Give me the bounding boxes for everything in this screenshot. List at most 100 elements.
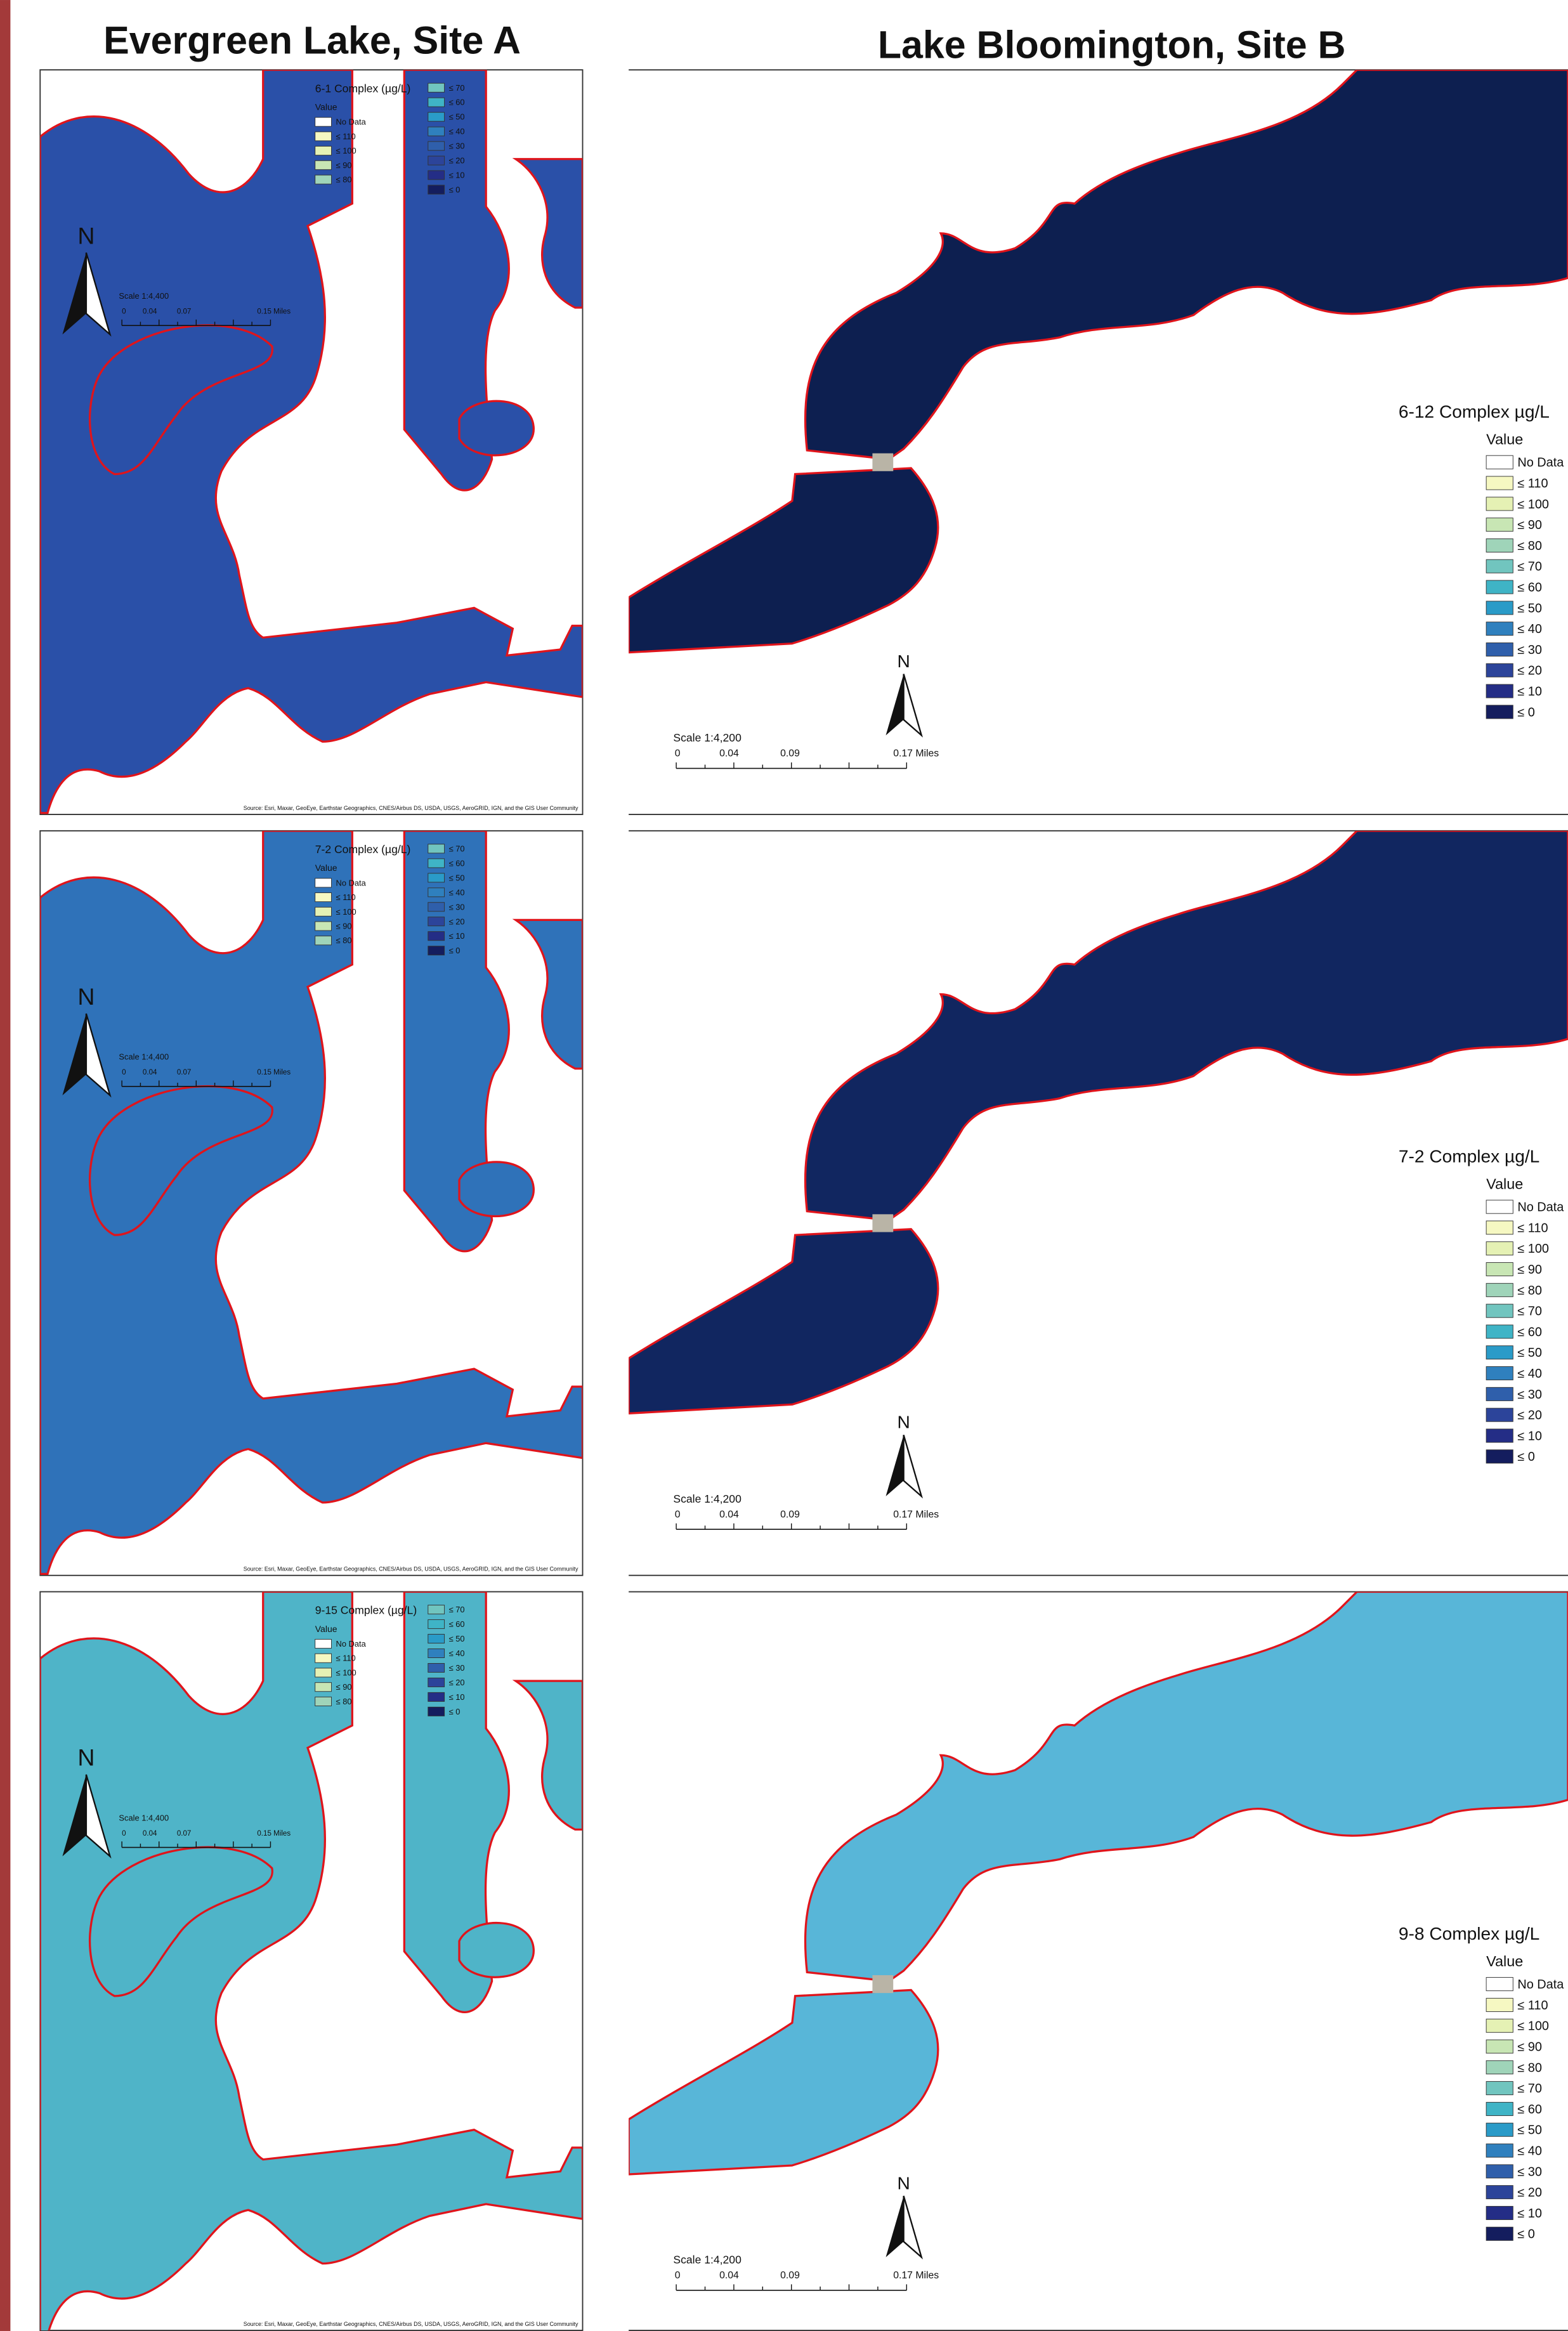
legend-swatch bbox=[315, 117, 332, 126]
legend-swatch bbox=[1486, 1387, 1513, 1401]
legend-label: ≤ 50 bbox=[1517, 2124, 1542, 2138]
lake-area bbox=[459, 1923, 533, 1978]
legend-swatch bbox=[1486, 1283, 1513, 1296]
legend-label: ≤ 90 bbox=[336, 160, 352, 170]
legend-label: ≤ 50 bbox=[1517, 601, 1542, 615]
legend-label: ≤ 50 bbox=[449, 1634, 465, 1643]
legend-swatch bbox=[315, 1668, 332, 1677]
column-title: Evergreen Lake, Site A bbox=[103, 18, 521, 62]
legend-label: ≤ 10 bbox=[1517, 2207, 1542, 2221]
legend-swatch bbox=[1486, 476, 1513, 490]
legend-label: ≤ 100 bbox=[336, 1668, 356, 1677]
north-label: N bbox=[897, 2173, 910, 2193]
legend-swatch bbox=[1486, 2040, 1513, 2053]
legend-label: ≤ 0 bbox=[1517, 1450, 1535, 1464]
legend-label: ≤ 50 bbox=[449, 112, 465, 122]
legend-swatch bbox=[1486, 518, 1513, 532]
legend-swatch bbox=[1486, 1242, 1513, 1255]
legend-swatch bbox=[428, 917, 445, 926]
legend-label: ≤ 40 bbox=[1517, 622, 1542, 636]
legend-swatch bbox=[315, 1683, 332, 1692]
legend-label: ≤ 110 bbox=[336, 892, 356, 902]
legend-swatch bbox=[1486, 1429, 1513, 1442]
legend-label: ≤ 110 bbox=[1517, 477, 1548, 491]
page: { "titles": ["Evergreen Lake, Site A", "… bbox=[0, 0, 1568, 2331]
scale-label: 0 bbox=[675, 1509, 681, 1520]
legend-swatch bbox=[428, 859, 445, 868]
source-credit: Source: Esri, Maxar, GeoEye, Earthstar G… bbox=[244, 1566, 578, 1572]
legend-label: No Data bbox=[1517, 1201, 1564, 1215]
legend-label: ≤ 70 bbox=[1517, 1305, 1542, 1319]
legend-label: ≤ 100 bbox=[1517, 497, 1549, 511]
scale-label: 0 bbox=[675, 748, 681, 759]
north-label: N bbox=[897, 1413, 910, 1432]
legend-swatch bbox=[428, 1663, 445, 1672]
legend-swatch bbox=[1486, 1998, 1513, 2011]
legend-label: ≤ 90 bbox=[1517, 2040, 1542, 2054]
legend-swatch bbox=[1486, 1200, 1513, 1213]
legend-label: ≤ 40 bbox=[449, 1649, 465, 1658]
legend-label: No Data bbox=[336, 878, 367, 887]
legend-label: ≤ 70 bbox=[449, 83, 465, 93]
legend-label: ≤ 80 bbox=[336, 175, 352, 185]
legend-swatch bbox=[428, 873, 445, 882]
legend-swatch bbox=[1486, 1221, 1513, 1234]
source-credit: Source: Esri, Maxar, GeoEye, Earthstar G… bbox=[244, 805, 578, 811]
legend-swatch bbox=[428, 1678, 445, 1687]
legend-label: ≤ 50 bbox=[1517, 1346, 1542, 1360]
legend-swatch bbox=[428, 888, 445, 897]
legend-label: No Data bbox=[336, 1639, 367, 1649]
legend-swatch bbox=[315, 907, 332, 916]
legend-label: ≤ 90 bbox=[1517, 518, 1542, 532]
legend-label: ≤ 70 bbox=[449, 1605, 465, 1614]
scale-label: 0 bbox=[122, 1830, 126, 1838]
legend-label: ≤ 40 bbox=[449, 127, 465, 136]
legend-label: ≤ 30 bbox=[449, 902, 465, 911]
legend-swatch bbox=[1486, 1325, 1513, 1338]
legend-swatch bbox=[1486, 622, 1513, 636]
map-panel: 6-12 Complex µg/LValueNo Data≤ 110≤ 100≤… bbox=[629, 70, 1568, 814]
legend-swatch bbox=[1486, 2102, 1513, 2115]
legend-label: ≤ 60 bbox=[449, 1619, 465, 1629]
scale-text: Scale 1:4,400 bbox=[119, 1052, 169, 1062]
legend-swatch bbox=[1486, 2061, 1513, 2074]
scale-label: 0.04 bbox=[719, 748, 739, 759]
scale-label: 0.17 Miles bbox=[893, 748, 939, 759]
legend-swatch bbox=[1486, 1978, 1513, 1991]
north-label: N bbox=[77, 983, 95, 1010]
legend-swatch bbox=[315, 160, 332, 169]
legend-heading: Value bbox=[315, 1624, 337, 1634]
legend-swatch bbox=[1486, 1408, 1513, 1421]
legend-swatch bbox=[1486, 497, 1513, 511]
legend-swatch bbox=[1486, 2206, 1513, 2219]
legend-label: ≤ 110 bbox=[336, 131, 356, 141]
legend-label: ≤ 70 bbox=[449, 844, 465, 853]
legend-label: ≤ 40 bbox=[1517, 1367, 1542, 1381]
legend-swatch bbox=[428, 844, 445, 853]
legend-label: ≤ 30 bbox=[1517, 1388, 1542, 1402]
legend-swatch bbox=[428, 1692, 445, 1701]
legend-label: ≤ 0 bbox=[449, 185, 461, 195]
legend-label: ≤ 80 bbox=[1517, 539, 1542, 553]
legend-swatch bbox=[315, 936, 332, 945]
legend-title: 7-2 Complex µg/L bbox=[1399, 1146, 1539, 1166]
legend-label: ≤ 70 bbox=[1517, 560, 1542, 574]
side-bar bbox=[0, 0, 10, 2331]
scale-text: Scale 1:4,200 bbox=[673, 2254, 742, 2266]
scale-label: 0.15 Miles bbox=[257, 308, 291, 315]
legend-swatch bbox=[1486, 539, 1513, 552]
scale-label: 0.09 bbox=[780, 2270, 800, 2281]
legend-swatch bbox=[428, 112, 445, 121]
scale-label: 0.15 Miles bbox=[257, 1830, 291, 1838]
legend-label: ≤ 10 bbox=[449, 1692, 465, 1702]
legend-label: ≤ 30 bbox=[449, 141, 465, 151]
legend-swatch bbox=[428, 903, 445, 911]
legend-swatch bbox=[428, 1620, 445, 1629]
legend-swatch bbox=[315, 893, 332, 902]
legend-swatch bbox=[315, 132, 332, 141]
scale-text: Scale 1:4,400 bbox=[119, 1813, 169, 1822]
north-label: N bbox=[897, 651, 910, 671]
legend-label: ≤ 60 bbox=[1517, 2103, 1542, 2117]
legend-heading: Value bbox=[1486, 431, 1523, 448]
